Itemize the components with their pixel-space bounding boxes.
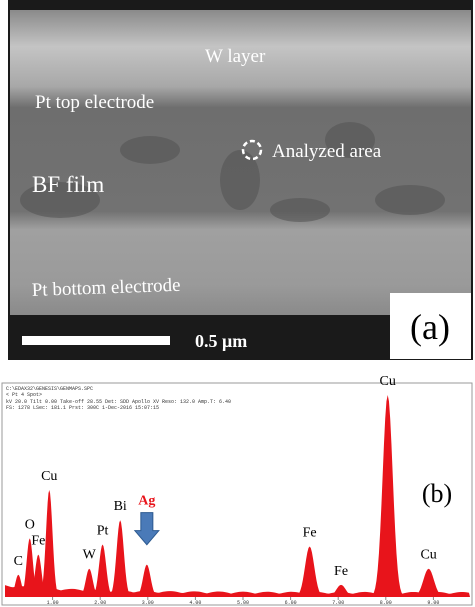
- peak-label: Fe: [303, 526, 317, 541]
- panel-tag: (a): [410, 307, 450, 347]
- panel-b: C:\EDAX32\GENESIS\GENMAPS.SPC < Pt 4 Spo…: [2, 374, 472, 606]
- x-tick-label: 7.00: [332, 600, 344, 606]
- pt-top-label: Pt top electrode: [35, 92, 154, 113]
- x-tick-label: 8.00: [380, 600, 392, 606]
- header-line: FS: 1278 LSec: 181.1 Prst: 300C 1-Dec-20…: [6, 405, 159, 411]
- scale-bar: [22, 336, 170, 345]
- x-tick-label: 6.00: [285, 600, 297, 606]
- x-tick-label: 5.00: [237, 600, 249, 606]
- peak-label: Bi: [114, 499, 127, 514]
- x-tick-label: 9.00: [427, 600, 439, 606]
- panel-tag: (b): [422, 479, 452, 508]
- page: W layer Pt top electrode Analyzed area B…: [0, 0, 475, 607]
- scale-label: 0.5 μm: [195, 331, 247, 351]
- peak-label: Fe: [31, 534, 45, 549]
- peak-label: Cu: [41, 469, 57, 484]
- x-tick-label: 4.00: [189, 600, 201, 606]
- x-tick-label: 1.00: [47, 600, 59, 606]
- x-tick-label: 3.00: [142, 600, 154, 606]
- figure: W layer Pt top electrode Analyzed area B…: [0, 0, 475, 607]
- peak-label: C: [14, 554, 23, 569]
- peak-label: W: [83, 548, 97, 563]
- peak-label: Cu: [380, 374, 396, 389]
- spectrum-frame: [2, 383, 472, 605]
- peak-label: O: [25, 517, 35, 532]
- w-layer-label: W layer: [205, 46, 266, 67]
- bf-film-label: BF film: [32, 172, 104, 197]
- peak-label: Ag: [138, 494, 155, 509]
- panel-a: W layer Pt top electrode Analyzed area B…: [8, 0, 473, 360]
- header-line: < Pt 4 Spot>: [6, 392, 42, 398]
- analyzed-label: Analyzed area: [272, 141, 382, 162]
- peak-label: Fe: [334, 564, 348, 579]
- peak-label: Cu: [420, 548, 436, 563]
- x-tick-label: 2.00: [94, 600, 106, 606]
- peak-label: Pt: [97, 523, 109, 538]
